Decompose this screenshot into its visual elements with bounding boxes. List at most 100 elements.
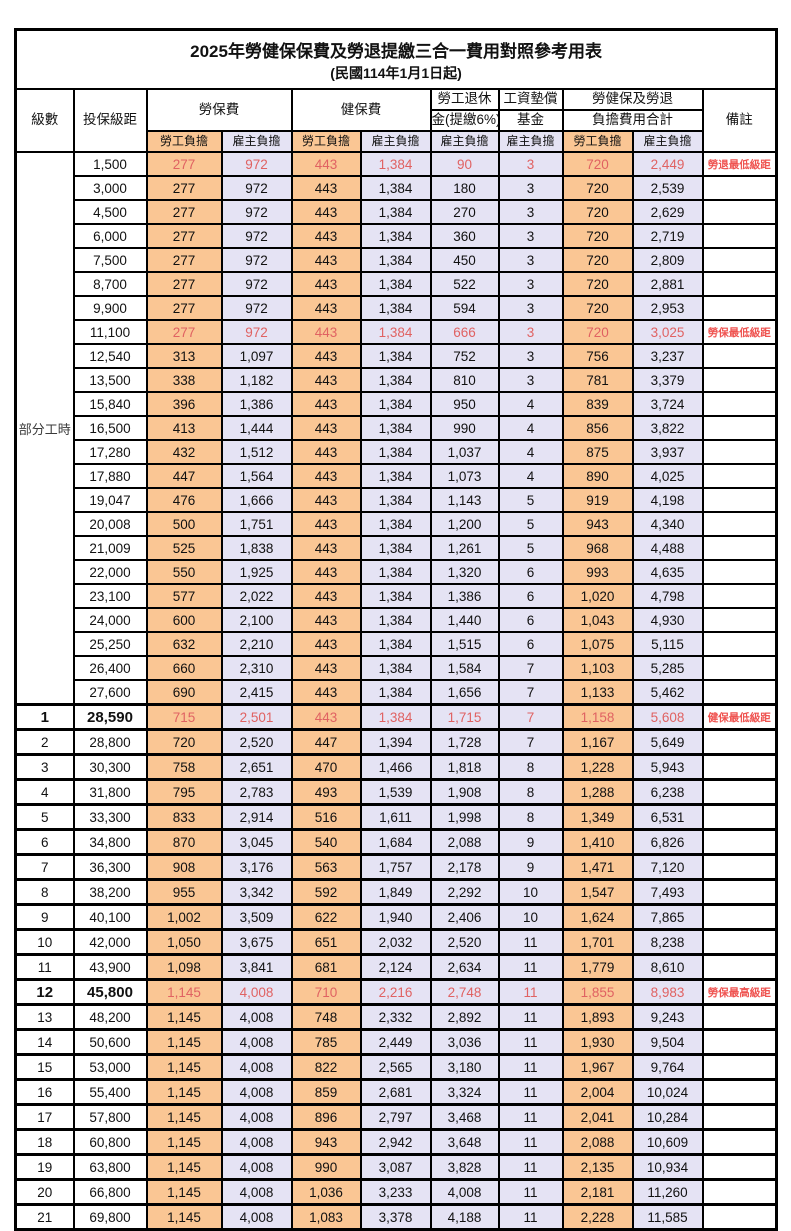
wage-fund-employer-cell: 3 (497, 175, 564, 201)
subheader-wage-fund-employer: 雇主負擔 (497, 130, 564, 153)
col-header-wage-fund-line2: 基金 (497, 109, 564, 132)
labor-fee-employer-cell: 1,925 (220, 559, 293, 585)
table-row: 6,000 277 972 443 1,384 360 3 720 2,719 (16, 223, 778, 249)
level-cell: 21 (14, 1203, 75, 1231)
total-employee-cell: 839 (561, 391, 634, 417)
bracket-cell: 16,500 (72, 415, 148, 441)
health-fee-employee-cell: 710 (290, 978, 362, 1006)
total-employer-cell: 10,284 (631, 1103, 704, 1131)
bracket-cell: 45,800 (72, 978, 148, 1006)
level-cell: 8 (14, 878, 75, 906)
total-employee-cell: 720 (561, 247, 634, 273)
labor-fee-employee-cell: 1,145 (145, 1153, 223, 1181)
remark-cell (701, 778, 778, 806)
wage-fund-employer-cell: 7 (497, 679, 564, 706)
level-cell: 11 (14, 953, 75, 981)
bracket-cell: 66,800 (72, 1178, 148, 1206)
total-employer-cell: 3,379 (631, 367, 704, 393)
pension-employer-cell: 1,143 (429, 487, 500, 513)
labor-fee-employer-cell: 2,022 (220, 583, 293, 609)
bracket-cell: 42,000 (72, 928, 148, 956)
total-employer-cell: 2,953 (631, 295, 704, 321)
health-fee-employee-cell: 785 (290, 1028, 362, 1056)
bracket-cell: 21,009 (72, 535, 148, 561)
col-header-pension-line1: 勞工退休 (429, 88, 500, 111)
level-cell: 13 (14, 1003, 75, 1031)
col-header-wage-fund-line1: 工資墊償 (497, 88, 564, 111)
pension-employer-cell: 950 (429, 391, 500, 417)
wage-fund-employer-cell: 10 (497, 903, 564, 931)
pension-employer-cell: 360 (429, 223, 500, 249)
total-employer-cell: 8,238 (631, 928, 704, 956)
bracket-cell: 12,540 (72, 343, 148, 369)
total-employer-cell: 9,504 (631, 1028, 704, 1056)
total-employee-cell: 1,167 (561, 728, 634, 756)
health-fee-employer-cell: 1,384 (359, 247, 432, 273)
remark-cell (701, 853, 778, 881)
wage-fund-employer-cell: 11 (497, 928, 564, 956)
table-body: 部分工時 1,500 277 972 443 1,384 90 3 720 2,449 勞退最低級距… (14, 151, 778, 1231)
wage-fund-employer-cell: 11 (497, 1128, 564, 1156)
health-fee-employer-cell: 1,466 (359, 753, 432, 781)
total-employee-cell: 1,547 (561, 878, 634, 906)
health-fee-employer-cell: 1,384 (359, 535, 432, 561)
table-row: 8,700 277 972 443 1,384 522 3 720 2,881 (16, 271, 778, 297)
header-row-3: 勞工負擔 雇主負擔 勞工負擔 雇主負擔 雇主負擔 雇主負擔 勞工負擔 雇主負擔 (16, 130, 777, 153)
total-employer-cell: 3,937 (631, 439, 704, 465)
health-fee-employee-cell: 443 (290, 391, 362, 417)
labor-fee-employer-cell: 972 (220, 295, 293, 321)
total-employee-cell: 720 (561, 151, 634, 177)
health-fee-employee-cell: 822 (290, 1053, 362, 1081)
health-fee-employee-cell: 592 (290, 878, 362, 906)
pension-employer-cell: 1,440 (429, 607, 500, 633)
labor-fee-employer-cell: 2,310 (220, 655, 293, 681)
remark-cell (701, 928, 778, 956)
table-row: 3 30,300 758 2,651 470 1,466 1,818 8 1,228 5,943 (14, 753, 778, 781)
health-fee-employee-cell: 443 (290, 151, 362, 177)
table-row: 11,100 277 972 443 1,384 666 3 720 3,025 勞保最低級距 (16, 319, 778, 345)
labor-fee-employee-cell: 277 (145, 175, 223, 201)
remark-cell (701, 655, 778, 681)
total-employee-cell: 720 (561, 175, 634, 201)
pension-employer-cell: 1,818 (429, 753, 500, 781)
table-row: 7 36,300 908 3,176 563 1,757 2,178 9 1,471 7,120 (14, 853, 778, 881)
wage-fund-employer-cell: 6 (497, 607, 564, 633)
bracket-cell: 23,100 (72, 583, 148, 609)
bracket-cell: 31,800 (72, 778, 148, 806)
pension-employer-cell: 2,088 (429, 828, 500, 856)
total-employee-cell: 1,930 (561, 1028, 634, 1056)
health-fee-employee-cell: 943 (290, 1128, 362, 1156)
health-fee-employer-cell: 1,611 (359, 803, 432, 831)
wage-fund-employer-cell: 3 (497, 199, 564, 225)
subheader-pension-employer: 雇主負擔 (429, 130, 500, 153)
wage-fund-employer-cell: 11 (497, 953, 564, 981)
total-employee-cell: 943 (561, 511, 634, 537)
remark-cell (701, 1203, 778, 1231)
labor-fee-employer-cell: 2,415 (220, 679, 293, 706)
health-fee-employee-cell: 447 (290, 728, 362, 756)
level-cell: 16 (14, 1078, 75, 1106)
subheader-labor-employee: 勞工負擔 (145, 130, 223, 153)
total-employer-cell: 11,260 (631, 1178, 704, 1206)
health-fee-employee-cell: 443 (290, 559, 362, 585)
health-fee-employee-cell: 443 (290, 655, 362, 681)
wage-fund-employer-cell: 3 (497, 319, 564, 345)
remark-cell (701, 728, 778, 756)
health-fee-employee-cell: 1,083 (290, 1203, 362, 1231)
wage-fund-employer-cell: 11 (497, 978, 564, 1006)
pension-employer-cell: 3,180 (429, 1053, 500, 1081)
table-row: 9,900 277 972 443 1,384 594 3 720 2,953 (16, 295, 778, 321)
total-employee-cell: 1,349 (561, 803, 634, 831)
total-employee-cell: 1,624 (561, 903, 634, 931)
wage-fund-employer-cell: 5 (497, 535, 564, 561)
pension-employer-cell: 4,188 (429, 1203, 500, 1231)
wage-fund-employer-cell: 3 (497, 151, 564, 177)
health-fee-employee-cell: 443 (290, 247, 362, 273)
labor-fee-employer-cell: 1,564 (220, 463, 293, 489)
labor-fee-employer-cell: 2,914 (220, 803, 293, 831)
bracket-cell: 22,000 (72, 559, 148, 585)
bracket-cell: 1,500 (72, 151, 148, 177)
remark-cell (701, 828, 778, 856)
health-fee-employee-cell: 443 (290, 199, 362, 225)
total-employer-cell: 7,120 (631, 853, 704, 881)
